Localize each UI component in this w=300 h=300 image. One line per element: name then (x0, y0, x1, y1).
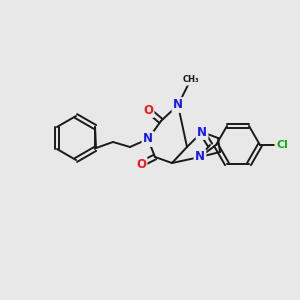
Text: CH₃: CH₃ (183, 76, 199, 85)
Text: O: O (143, 103, 153, 116)
Text: O: O (136, 158, 146, 170)
Text: N: N (197, 125, 207, 139)
Text: Cl: Cl (276, 140, 288, 150)
Text: N: N (173, 98, 183, 112)
Text: N: N (195, 151, 205, 164)
Text: N: N (143, 133, 153, 146)
